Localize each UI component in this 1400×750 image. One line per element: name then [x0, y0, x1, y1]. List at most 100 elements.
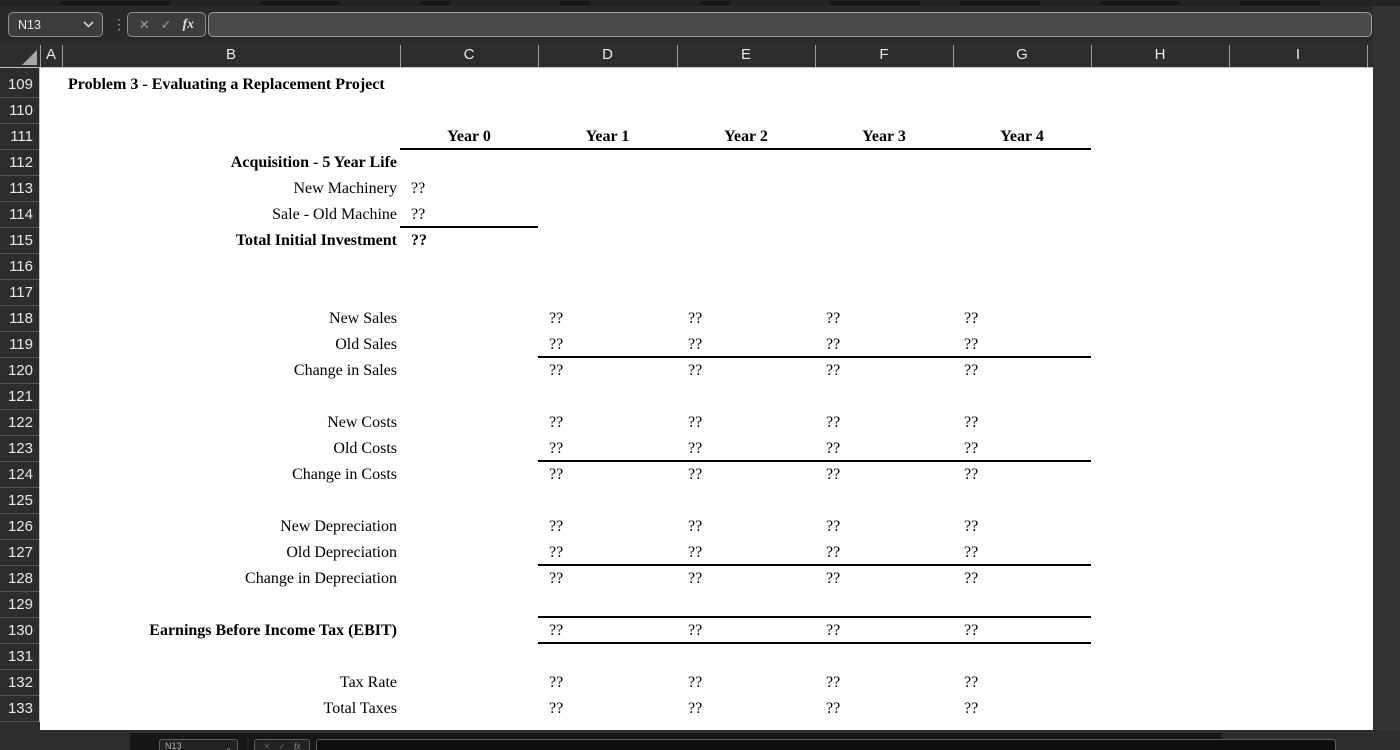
cell-E118[interactable]: ?? [688, 310, 703, 327]
row-header-132[interactable]: 132 [0, 670, 39, 696]
cell-D130[interactable]: ?? [549, 622, 564, 639]
cell-F119[interactable]: ?? [826, 336, 841, 353]
cell-E120[interactable]: ?? [688, 362, 703, 379]
column-header-A[interactable]: A [45, 46, 56, 63]
cancel-icon[interactable]: ✕ [138, 16, 150, 32]
row-header-114[interactable]: 114 [0, 202, 39, 228]
cell-G132[interactable]: ?? [964, 674, 979, 691]
cell-C111[interactable]: Year 0 [447, 128, 491, 145]
row-header-127[interactable]: 127 [0, 540, 39, 566]
cell-F133[interactable]: ?? [826, 700, 841, 717]
insert-function-icon[interactable]: fx [182, 16, 195, 32]
cell-B128[interactable]: Change in Depreciation [245, 570, 397, 587]
cell-E124[interactable]: ?? [688, 466, 703, 483]
cell-B123[interactable]: Old Costs [333, 440, 397, 457]
cell-B127[interactable]: Old Depreciation [286, 544, 397, 561]
cell-D123[interactable]: ?? [549, 440, 564, 457]
cell-D126[interactable]: ?? [549, 518, 564, 535]
row-header-118[interactable]: 118 [0, 306, 39, 332]
cell-F128[interactable]: ?? [826, 570, 841, 587]
cell-E123[interactable]: ?? [688, 440, 703, 457]
row-header-119[interactable]: 119 [0, 332, 39, 358]
cell-D128[interactable]: ?? [549, 570, 564, 587]
cell-G122[interactable]: ?? [964, 414, 979, 431]
cell-F120[interactable]: ?? [826, 362, 841, 379]
enter-icon[interactable]: ✓ [160, 16, 172, 32]
row-header-124[interactable]: 124 [0, 462, 39, 488]
row-header-120[interactable]: 120 [0, 358, 39, 384]
cell-F122[interactable]: ?? [826, 414, 841, 431]
name-box[interactable]: N13 [8, 12, 103, 37]
cell-F126[interactable]: ?? [826, 518, 841, 535]
cell-F111[interactable]: Year 3 [862, 128, 906, 145]
chevron-down-icon[interactable] [83, 21, 94, 28]
cell-D132[interactable]: ?? [549, 674, 564, 691]
column-header-D[interactable]: D [602, 46, 613, 63]
cell-B112[interactable]: Acquisition - 5 Year Life [230, 154, 397, 171]
cell-D133[interactable]: ?? [549, 700, 564, 717]
cell-F124[interactable]: ?? [826, 466, 841, 483]
row-header-117[interactable]: 117 [0, 280, 39, 306]
cell-E127[interactable]: ?? [688, 544, 703, 561]
cell-F130[interactable]: ?? [826, 622, 841, 639]
cell-G124[interactable]: ?? [964, 466, 979, 483]
more-dots-icon[interactable]: ⋮ [112, 16, 126, 32]
cell-D122[interactable]: ?? [549, 414, 564, 431]
cell-F118[interactable]: ?? [826, 310, 841, 327]
row-header-125[interactable]: 125 [0, 488, 39, 514]
cell-G126[interactable]: ?? [964, 518, 979, 535]
cell-B119[interactable]: Old Sales [335, 336, 397, 353]
row-header-126[interactable]: 126 [0, 514, 39, 540]
cell-F132[interactable]: ?? [826, 674, 841, 691]
cell-G119[interactable]: ?? [964, 336, 979, 353]
cell-D120[interactable]: ?? [549, 362, 564, 379]
column-header-B[interactable]: B [225, 46, 236, 63]
cell-D118[interactable]: ?? [549, 310, 564, 327]
row-header-111[interactable]: 111 [0, 124, 39, 150]
cell-G128[interactable]: ?? [964, 570, 979, 587]
cell-G120[interactable]: ?? [964, 362, 979, 379]
cell-B122[interactable]: New Costs [327, 414, 397, 431]
row-header-131[interactable]: 131 [0, 644, 39, 670]
cell-E126[interactable]: ?? [688, 518, 703, 535]
row-header-122[interactable]: 122 [0, 410, 39, 436]
row-header-128[interactable]: 128 [0, 566, 39, 592]
cell-B109[interactable]: Problem 3 - Evaluating a Replacement Pro… [68, 76, 385, 93]
cell-E119[interactable]: ?? [688, 336, 703, 353]
cell-B115[interactable]: Total Initial Investment [235, 232, 397, 249]
cell-E122[interactable]: ?? [688, 414, 703, 431]
cell-B126[interactable]: New Depreciation [280, 518, 397, 535]
cell-E133[interactable]: ?? [688, 700, 703, 717]
row-header-123[interactable]: 123 [0, 436, 39, 462]
cell-C113[interactable]: ?? [411, 180, 426, 197]
cell-D127[interactable]: ?? [549, 544, 564, 561]
row-header-108-clipped[interactable]: 108 [0, 68, 39, 72]
select-all-corner[interactable] [0, 42, 40, 67]
cell-G127[interactable]: ?? [964, 544, 979, 561]
column-header-I[interactable]: I [1295, 46, 1301, 63]
column-header-F[interactable]: F [879, 46, 889, 63]
cell-G123[interactable]: ?? [964, 440, 979, 457]
cell-B133[interactable]: Total Taxes [323, 700, 397, 717]
column-header-E[interactable]: E [740, 46, 751, 63]
cell-B113[interactable]: New Machinery [293, 180, 397, 197]
cell-G111[interactable]: Year 4 [1000, 128, 1044, 145]
cell-G133[interactable]: ?? [964, 700, 979, 717]
row-header-116[interactable]: 116 [0, 254, 39, 280]
cell-D111[interactable]: Year 1 [585, 128, 630, 145]
cell-E128[interactable]: ?? [688, 570, 703, 587]
row-header-130[interactable]: 130 [0, 618, 39, 644]
column-header-C[interactable]: C [463, 46, 475, 63]
row-header-110[interactable]: 110 [0, 98, 39, 124]
column-header-G[interactable]: G [1016, 46, 1028, 63]
row-header-129[interactable]: 129 [0, 592, 39, 618]
cell-E111[interactable]: Year 2 [724, 128, 768, 145]
cell-C115[interactable]: ?? [411, 232, 427, 249]
cell-B130[interactable]: Earnings Before Income Tax (EBIT) [149, 622, 397, 639]
formula-input[interactable] [208, 12, 1372, 37]
cell-B114[interactable]: Sale - Old Machine [272, 206, 397, 223]
cell-G118[interactable]: ?? [964, 310, 979, 327]
row-header-112[interactable]: 112 [0, 150, 39, 176]
cell-E132[interactable]: ?? [688, 674, 703, 691]
row-header-115[interactable]: 115 [0, 228, 39, 254]
